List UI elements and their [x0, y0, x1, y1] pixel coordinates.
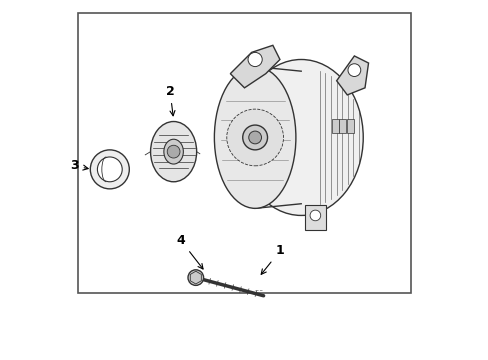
Circle shape: [187, 270, 203, 285]
Ellipse shape: [239, 59, 363, 215]
Polygon shape: [190, 271, 201, 284]
Bar: [339, 119, 346, 133]
Circle shape: [347, 64, 360, 77]
Ellipse shape: [214, 67, 295, 208]
Circle shape: [242, 125, 267, 150]
Circle shape: [167, 145, 180, 158]
Bar: [331, 119, 338, 133]
Circle shape: [247, 53, 262, 67]
Ellipse shape: [150, 122, 196, 182]
Text: 4: 4: [176, 234, 203, 269]
Text: 2: 2: [165, 85, 175, 116]
Circle shape: [90, 150, 129, 189]
Bar: [346, 119, 353, 133]
Ellipse shape: [163, 139, 183, 164]
Polygon shape: [336, 56, 368, 95]
Circle shape: [248, 131, 261, 144]
Text: 1: 1: [261, 244, 284, 274]
Text: 3: 3: [70, 159, 88, 172]
Bar: [304, 205, 325, 230]
Circle shape: [309, 210, 320, 221]
Bar: [78, 13, 410, 293]
Circle shape: [226, 109, 283, 166]
Circle shape: [97, 157, 122, 182]
Polygon shape: [230, 45, 279, 88]
